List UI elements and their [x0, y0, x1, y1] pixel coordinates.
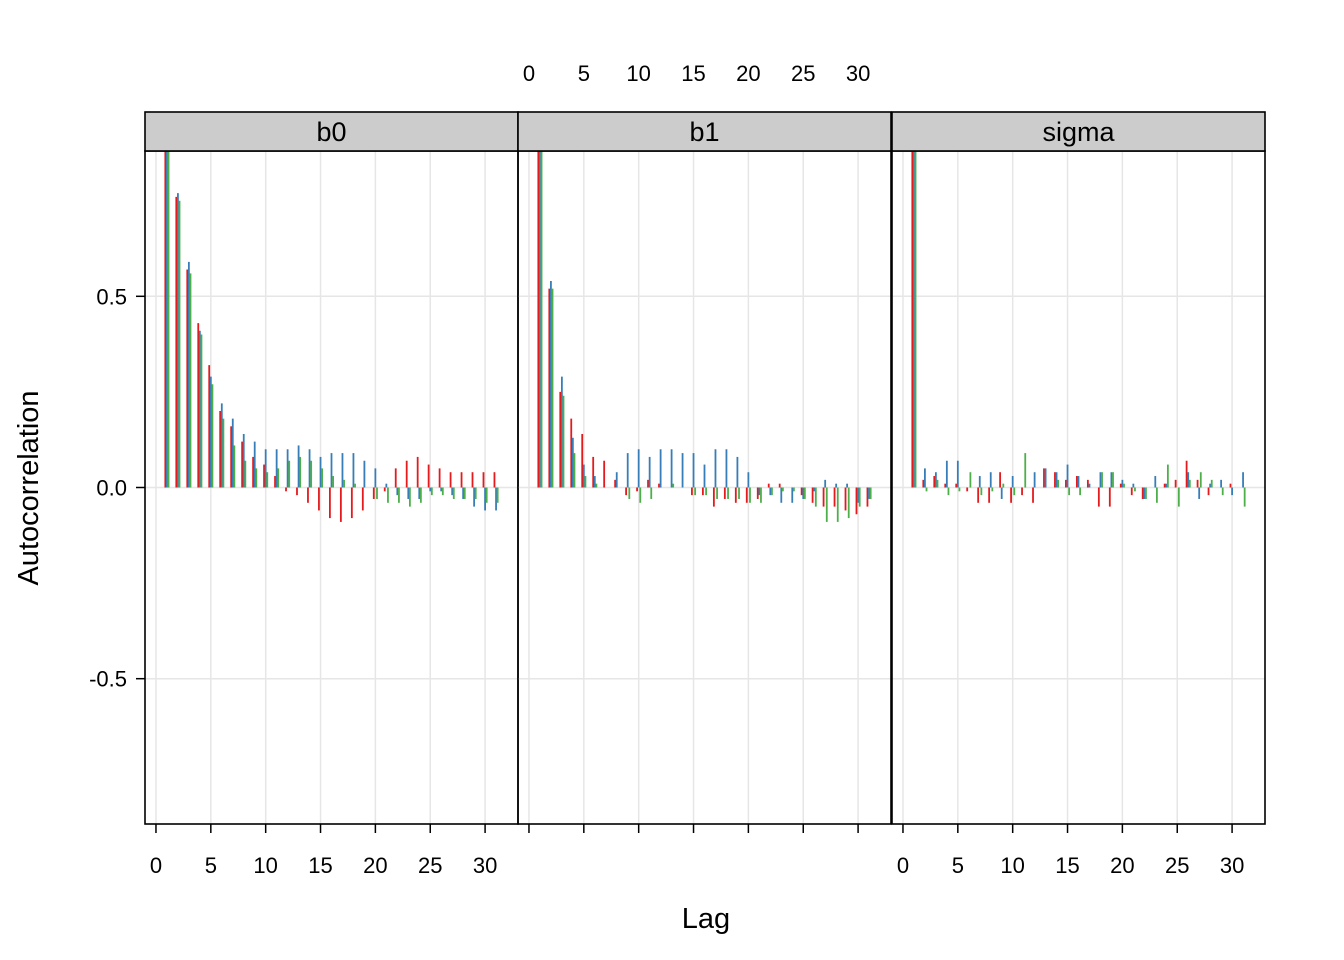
- x-tick-label-top: 10: [626, 61, 650, 86]
- x-tick-label: 5: [952, 853, 964, 878]
- x-tick-label: 25: [1165, 853, 1189, 878]
- panel-strip-label: b1: [689, 117, 719, 147]
- x-tick-label-top: 15: [681, 61, 705, 86]
- x-tick-label: 0: [897, 853, 909, 878]
- panel-strip: [891, 111, 1266, 152]
- panel-strip: [144, 111, 519, 152]
- x-tick-label: 30: [473, 853, 497, 878]
- x-axis-title: Lag: [682, 903, 730, 935]
- x-tick-label: 25: [418, 853, 442, 878]
- x-tick-label-top: 25: [791, 61, 815, 86]
- y-tick-label: 0.5: [96, 284, 127, 309]
- x-tick-label: 30: [1220, 853, 1244, 878]
- x-tick-label: 0: [150, 853, 162, 878]
- x-tick-label: 20: [1110, 853, 1134, 878]
- x-tick-label: 15: [308, 853, 332, 878]
- y-tick-label: 0.0: [96, 476, 127, 501]
- panel-strip: [517, 111, 892, 152]
- y-tick-label: -0.5: [89, 667, 127, 692]
- panel-strip-label: sigma: [1042, 117, 1115, 147]
- x-tick-label: 15: [1055, 853, 1079, 878]
- x-tick-label-top: 30: [846, 61, 870, 86]
- panel-strip-label: b0: [316, 117, 346, 147]
- x-tick-label: 20: [363, 853, 387, 878]
- x-tick-label: 10: [1000, 853, 1024, 878]
- x-tick-label-top: 5: [578, 61, 590, 86]
- x-tick-label: 5: [205, 853, 217, 878]
- x-tick-label-top: 20: [736, 61, 760, 86]
- x-tick-label-top: 0: [523, 61, 535, 86]
- x-tick-label: 10: [253, 853, 277, 878]
- y-axis-title: Autocorrelation: [13, 390, 45, 585]
